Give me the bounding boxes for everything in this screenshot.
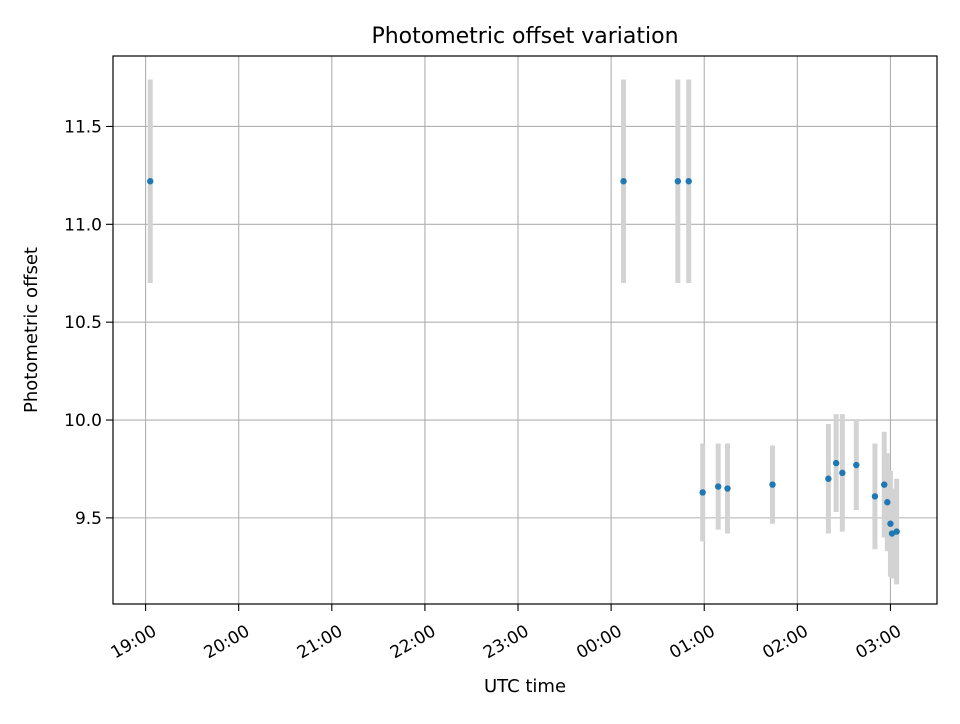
data-point <box>685 178 692 185</box>
data-point <box>871 493 879 500</box>
grid-layer <box>113 56 937 604</box>
y-tick-label: 10.5 <box>64 313 102 333</box>
y-axis-ticks: 9.5 10.0 10.5 11.0 11.5 <box>64 117 113 529</box>
y-tick-label: 10.0 <box>64 411 102 431</box>
y-tick-label: 11.5 <box>64 117 102 137</box>
chart-title: Photometric offset variation <box>371 24 678 49</box>
data-point <box>825 475 832 482</box>
data-point <box>699 489 706 496</box>
data-point <box>147 178 154 185</box>
data-point <box>853 461 860 469</box>
data-point <box>839 469 846 477</box>
data-point <box>620 178 627 185</box>
plot-frame <box>112 55 938 605</box>
point-layer <box>147 178 900 537</box>
data-point <box>881 481 888 488</box>
data-point <box>714 483 722 490</box>
data-point <box>832 459 840 467</box>
data-point <box>724 485 731 492</box>
y-tick-label: 9.5 <box>75 509 102 529</box>
data-point <box>893 528 900 535</box>
data-point <box>674 178 682 185</box>
data-point <box>884 499 891 506</box>
y-axis-label: Photometric offset <box>21 247 42 413</box>
x-axis-label: UTC time <box>484 676 566 697</box>
data-point <box>887 520 894 527</box>
y-tick-label: 11.0 <box>64 215 102 235</box>
data-point <box>769 481 776 488</box>
